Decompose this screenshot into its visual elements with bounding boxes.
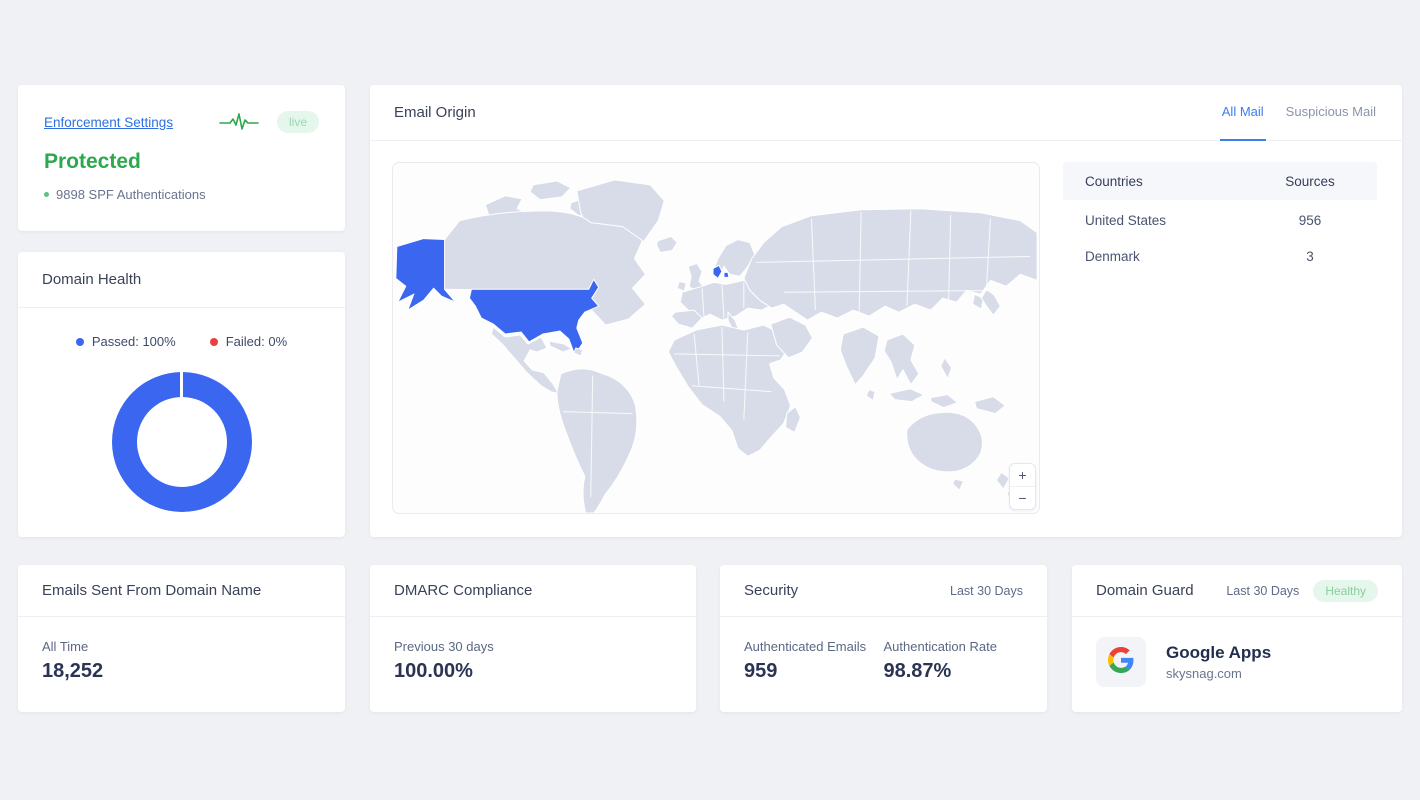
emails-sent-card: Emails Sent From Domain Name All Time 18… [18,565,345,712]
stat-value: 18,252 [42,660,104,682]
donut-gap [180,372,183,399]
domain-health-donut-chart [111,372,252,512]
country-name: United States [1085,212,1167,228]
card-title: Domain Health [42,271,142,288]
spf-auth-count: 9898 SPF Authentications [56,187,206,202]
google-logo-tile [1096,637,1146,687]
metric-authenticated-emails: Authenticated Emails 959 [744,639,884,683]
enforcement-settings-link[interactable]: Enforcement Settings [44,114,174,130]
tab-suspicious-mail[interactable]: Suspicious Mail [1284,85,1378,141]
countries-table: Countries Sources United States 956 Denm… [1063,162,1377,272]
google-g-icon [1108,646,1134,678]
card-title: Domain Guard [1096,582,1194,599]
passed-dot-icon [75,337,84,346]
legend-label: Failed: 0% [225,334,288,349]
country-sources: 956 [1298,212,1322,228]
provider-name: Google Apps [1166,643,1272,662]
map-zoom-out-button[interactable]: − [1010,487,1035,509]
map-zoom-in-button[interactable]: + [1010,464,1035,486]
protection-status: Protected [44,150,141,173]
world-map[interactable]: + − [392,162,1040,514]
card-title: Emails Sent From Domain Name [42,582,262,599]
period-text: Last 30 Days [1226,583,1300,598]
tab-all-mail[interactable]: All Mail [1219,85,1266,141]
mail-tabs: All Mail Suspicious Mail [1219,85,1378,141]
stat-label: Authentication Rate [883,639,997,654]
domain-guard-card: Domain Guard Last 30 Days Healthy Googl [1072,565,1402,712]
legend-item-passed: Passed: 100% [75,334,176,349]
stat-period: All Time [42,639,89,654]
period-label: Last 30 Days [950,583,1023,598]
domain-health-card: Domain Health Passed: 100% Failed: 0% [18,252,345,537]
card-title: DMARC Compliance [394,582,533,599]
metric-authentication-rate: Authentication Rate 98.87% [884,639,1024,683]
live-badge: live [276,111,319,133]
country-sources: 3 [1306,248,1314,264]
period-label: Last 30 Days Healthy [1226,579,1378,602]
failed-dot-icon [209,337,218,346]
column-countries: Countries [1085,173,1143,189]
stat-label: Authenticated Emails [744,639,867,654]
security-card: Security Last 30 Days Authenticated Emai… [720,565,1047,712]
healthy-badge: Healthy [1313,579,1378,602]
divider [1010,486,1035,487]
table-row: Denmark 3 [1063,240,1377,272]
stat-value: 100.00% [394,660,473,682]
stat-value: 98.87% [883,660,952,682]
column-sources: Sources [1285,173,1335,189]
card-title: Email Origin [394,104,476,121]
map-zoom-control: + − [1009,463,1036,510]
email-origin-card: Email Origin All Mail Suspicious Mail [370,85,1402,537]
card-title: Security [744,582,799,599]
bullet-dot-icon [44,192,49,197]
legend-label: Passed: 100% [91,334,176,349]
country-name: Denmark [1085,248,1140,264]
stat-value: 959 [744,660,778,682]
heartbeat-icon [219,112,259,132]
legend-item-failed: Failed: 0% [209,334,288,349]
donut-legend: Passed: 100% Failed: 0% [75,334,288,349]
enforcement-card: Enforcement Settings live Protected 9898… [18,85,345,231]
dmarc-compliance-card: DMARC Compliance Previous 30 days 100.00… [370,565,696,712]
stat-period: Previous 30 days [394,639,494,654]
provider-domain: skysnag.com [1166,666,1242,681]
table-row: United States 956 [1063,204,1377,236]
table-header: Countries Sources [1063,162,1377,200]
